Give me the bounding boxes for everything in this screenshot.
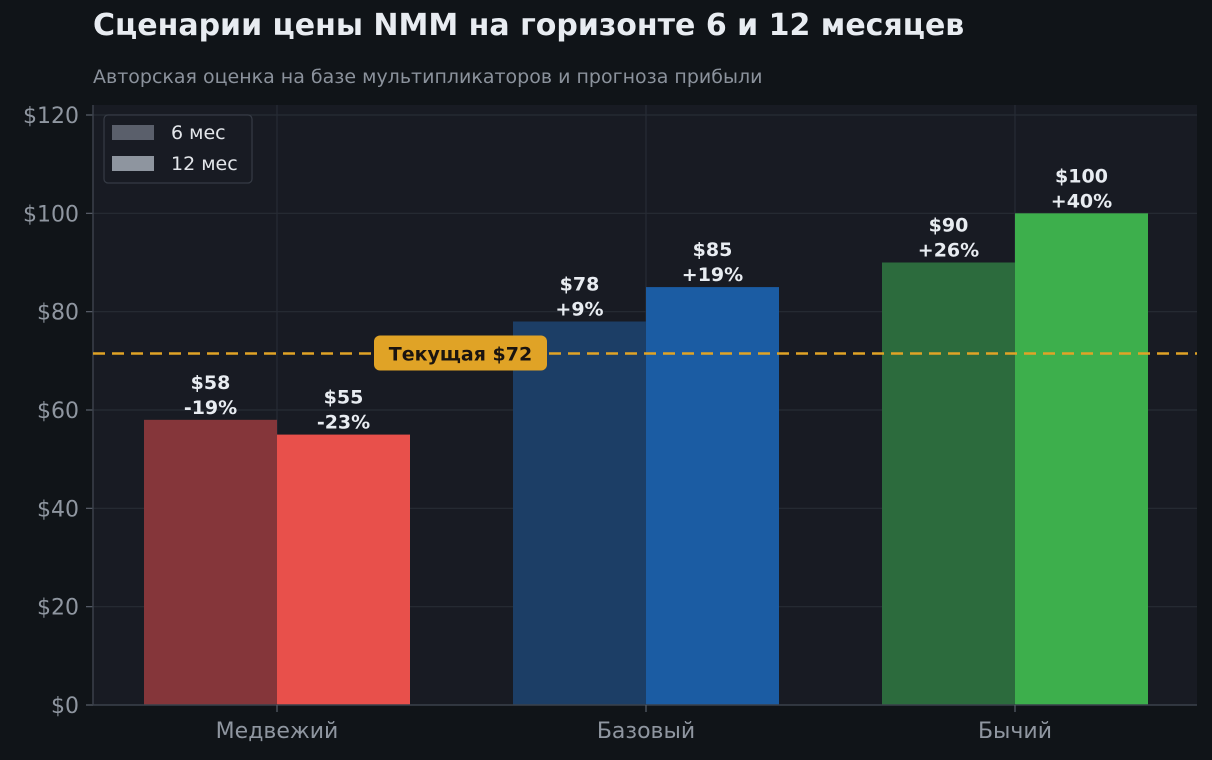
bar-1-2 xyxy=(1015,213,1148,706)
chart-subtitle: Авторская оценка на базе мультипликаторо… xyxy=(93,66,763,88)
bar-percent-label: +26% xyxy=(918,240,979,262)
bar-percent-label: +19% xyxy=(682,264,743,286)
legend-swatch xyxy=(112,125,154,140)
y-tick-label: $120 xyxy=(23,104,79,129)
bar-value-label: $85 xyxy=(693,239,733,261)
bar-value-label: $55 xyxy=(324,387,364,409)
bar-percent-label: -19% xyxy=(184,397,237,419)
bar-percent-label: +40% xyxy=(1051,190,1112,212)
y-tick-label: $100 xyxy=(23,202,79,227)
bar-0-0 xyxy=(144,419,277,705)
current-price-label: Текущая $72 xyxy=(389,343,532,365)
legend-label: 6 мес xyxy=(171,122,226,144)
bar-1-1 xyxy=(646,287,779,705)
current-price-badge xyxy=(374,335,547,371)
chart-title: Сценарии цены NMM на горизонте 6 и 12 ме… xyxy=(93,8,965,43)
bar-1-0 xyxy=(277,434,410,705)
y-tick-label: $20 xyxy=(37,596,79,621)
bar-value-label: $100 xyxy=(1055,165,1108,187)
bar-percent-label: +9% xyxy=(555,299,603,321)
bar-0-1 xyxy=(513,321,646,705)
x-tick-label: Базовый xyxy=(597,719,695,744)
y-tick-label: $80 xyxy=(37,301,79,326)
bar-0-2 xyxy=(882,262,1015,705)
y-tick-label: $0 xyxy=(51,694,79,719)
bar-value-label: $58 xyxy=(191,372,231,394)
legend-swatch xyxy=(112,156,154,171)
x-tick-label: Медвежий xyxy=(216,719,339,744)
bar-value-label: $78 xyxy=(560,274,600,296)
legend-label: 12 мес xyxy=(171,153,238,175)
y-tick-label: $40 xyxy=(37,497,79,522)
bar-value-label: $90 xyxy=(929,215,969,237)
bar-percent-label: -23% xyxy=(317,412,370,434)
y-tick-label: $60 xyxy=(37,399,79,424)
x-tick-label: Бычий xyxy=(978,719,1052,744)
